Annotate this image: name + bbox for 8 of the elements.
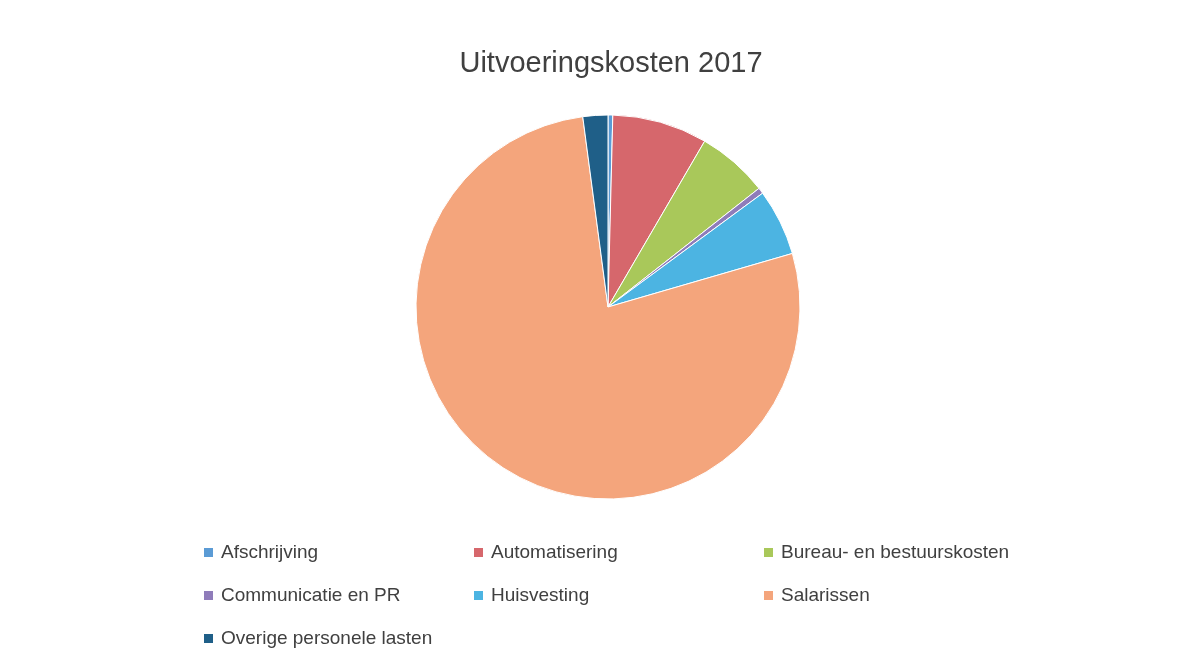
legend-label: Overige personele lasten: [221, 627, 433, 649]
legend-label: Salarissen: [781, 584, 870, 606]
chart-title: Uitvoeringskosten 2017: [458, 46, 764, 79]
legend-label: Automatisering: [491, 541, 618, 563]
legend-label: Bureau- en bestuurskosten: [781, 541, 1010, 563]
legend-label: Huisvesting: [491, 584, 590, 606]
legend-label: Communicatie en PR: [221, 584, 401, 606]
legend-label: Afschrijving: [221, 541, 319, 563]
